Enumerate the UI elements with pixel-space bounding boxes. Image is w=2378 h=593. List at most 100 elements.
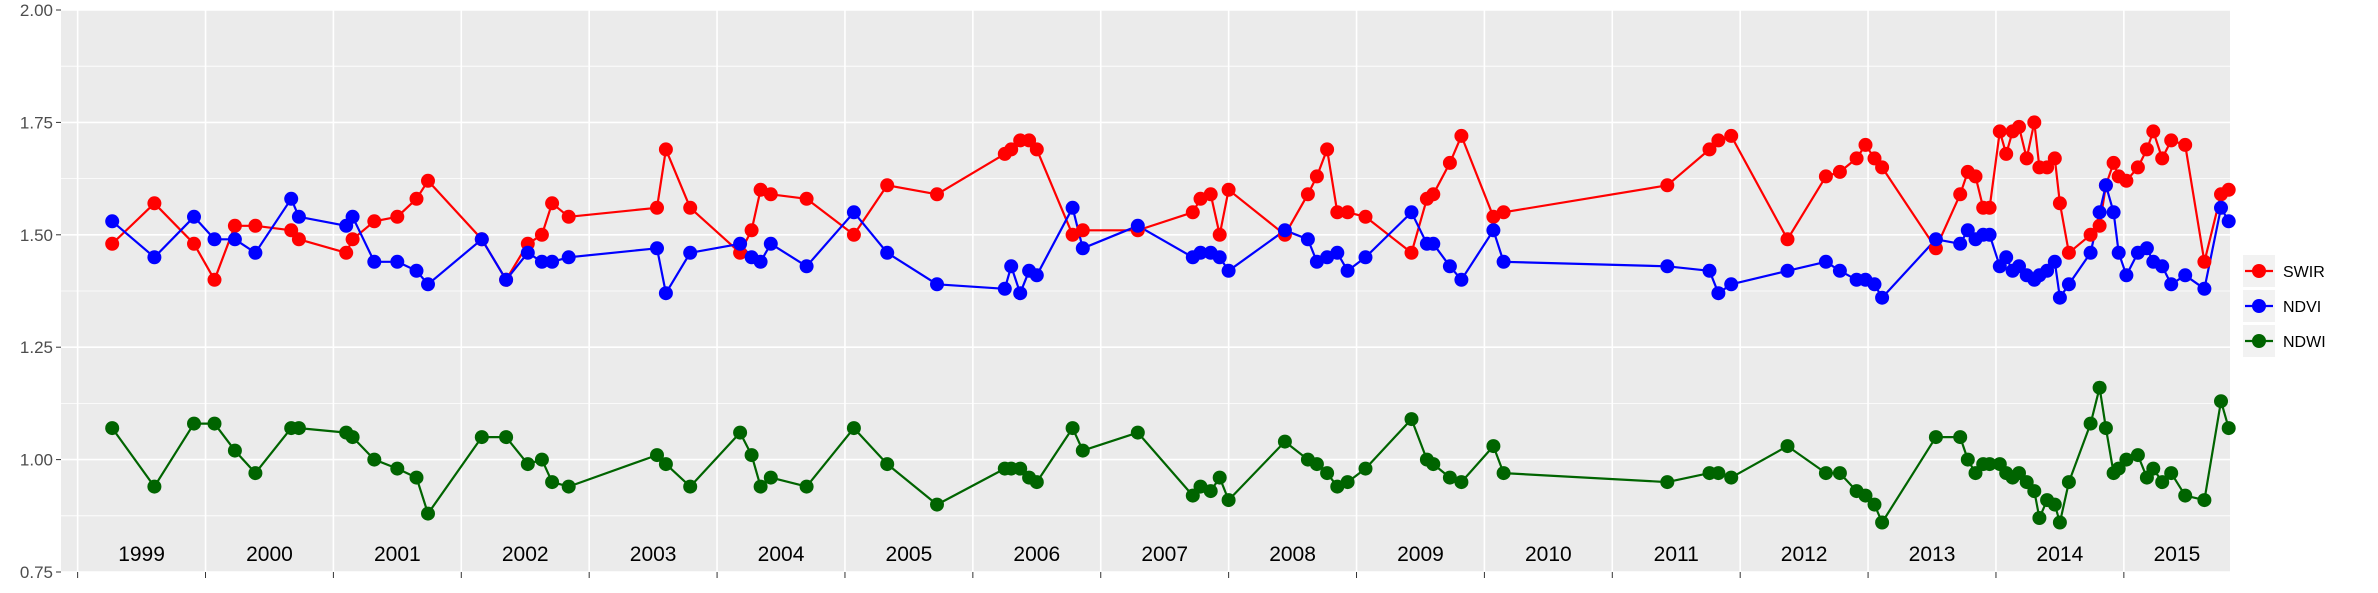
data-point-swir xyxy=(1832,164,1847,179)
data-point-swir xyxy=(1780,232,1795,247)
data-point-ndvi xyxy=(147,250,162,265)
data-point-swir xyxy=(2092,218,2107,233)
y-axis: 0.75 1.00 1.25 1.50 1.75 2.00 xyxy=(20,1,61,582)
year-label: 1999 xyxy=(118,543,165,566)
legend-label: SWIR xyxy=(2283,264,2325,281)
data-point-ndwi xyxy=(2155,475,2170,490)
data-point-ndwi xyxy=(1660,475,1675,490)
data-point-swir xyxy=(1004,142,1019,157)
data-point-ndwi xyxy=(2052,515,2067,530)
data-point-ndvi xyxy=(2139,241,2154,256)
data-point-ndvi xyxy=(1130,218,1145,233)
data-point-ndvi xyxy=(2197,281,2212,296)
data-point-swir xyxy=(744,223,759,238)
data-point-swir xyxy=(2083,227,2098,242)
data-point-ndwi xyxy=(1075,443,1090,458)
data-point-swir xyxy=(421,173,435,188)
legend-key-point xyxy=(2252,264,2266,278)
x-axis xyxy=(77,572,2125,578)
data-point-swir xyxy=(1999,146,2014,161)
data-point-ndwi xyxy=(2047,497,2062,512)
data-point-ndvi xyxy=(2164,277,2179,292)
data-point-ndvi xyxy=(284,191,299,206)
data-point-ndvi xyxy=(2111,245,2126,260)
data-point-ndwi xyxy=(1867,497,1882,512)
data-point-ndwi xyxy=(1212,470,1227,485)
data-point-swir xyxy=(147,196,162,211)
data-point-ndwi xyxy=(1203,484,1218,499)
data-point-ndwi xyxy=(1320,466,1335,481)
data-point-ndwi xyxy=(291,421,306,436)
data-point-ndvi xyxy=(2119,268,2134,283)
data-point-ndwi xyxy=(2130,448,2145,463)
data-point-ndwi xyxy=(2221,421,2236,436)
year-label: 2003 xyxy=(630,543,677,566)
data-point-ndwi xyxy=(545,475,560,490)
data-point-swir xyxy=(1858,137,1873,152)
data-point-ndvi xyxy=(2098,178,2113,193)
data-point-ndwi xyxy=(683,479,698,494)
data-point-ndvi xyxy=(2106,205,2121,220)
data-point-ndvi xyxy=(1193,245,1208,260)
data-point-ndwi xyxy=(1426,457,1441,472)
data-point-swir xyxy=(2178,137,2193,152)
data-point-ndwi xyxy=(474,430,489,445)
data-point-ndvi xyxy=(1221,263,1236,278)
data-point-swir xyxy=(1442,155,1457,170)
data-point-ndvi xyxy=(1029,268,1044,283)
data-point-swir xyxy=(1849,151,1864,166)
year-label: 2008 xyxy=(1269,543,1316,566)
data-point-ndvi xyxy=(763,236,778,251)
data-point-ndvi xyxy=(409,263,424,278)
data-point-swir xyxy=(1340,205,1355,220)
data-point-ndwi xyxy=(2061,475,2076,490)
data-point-ndvi xyxy=(1780,263,1795,278)
legend-label: NDWI xyxy=(2283,334,2326,351)
data-point-swir xyxy=(1185,205,1200,220)
data-point-ndvi xyxy=(753,254,768,269)
data-point-ndvi xyxy=(421,277,435,292)
data-point-ndwi xyxy=(1818,466,1833,481)
data-point-ndwi xyxy=(1277,434,1292,449)
data-point-ndvi xyxy=(846,205,861,220)
data-point-swir xyxy=(1075,223,1090,238)
data-point-ndwi xyxy=(880,457,895,472)
data-point-swir xyxy=(409,191,424,206)
data-point-swir xyxy=(105,236,120,251)
data-point-ndwi xyxy=(1454,475,1469,490)
data-point-swir xyxy=(1953,187,1968,202)
data-point-ndwi xyxy=(1221,493,1236,508)
data-point-ndvi xyxy=(499,272,514,287)
data-point-ndvi xyxy=(1013,286,1028,301)
data-point-ndwi xyxy=(248,466,263,481)
data-point-ndvi xyxy=(187,209,201,224)
data-point-ndwi xyxy=(105,421,120,436)
data-point-ndwi xyxy=(227,443,242,458)
data-point-ndwi xyxy=(390,461,405,476)
data-point-ndvi xyxy=(799,259,814,274)
data-point-ndwi xyxy=(1875,515,1890,530)
data-point-swir xyxy=(390,209,405,224)
data-point-ndwi xyxy=(1496,466,1511,481)
data-point-ndwi xyxy=(1982,457,1997,472)
legend-item-swir: SWIR xyxy=(2243,255,2325,287)
data-point-swir xyxy=(2146,124,2161,139)
year-labels: 1999 2000 2001 2002 2003 2004 2005 2006 2007 2008… xyxy=(118,543,2200,566)
data-point-ndvi xyxy=(2052,290,2067,305)
data-point-ndvi xyxy=(105,214,120,229)
data-point-ndvi xyxy=(2092,205,2107,220)
data-point-ndwi xyxy=(2146,461,2161,476)
y-tick-label: 1.25 xyxy=(20,338,53,357)
data-point-swir xyxy=(291,232,306,247)
year-label: 2013 xyxy=(1909,543,1956,566)
data-point-swir xyxy=(1992,124,2007,139)
data-point-ndvi xyxy=(367,254,382,269)
data-point-ndvi xyxy=(561,250,576,265)
data-point-ndwi xyxy=(1442,470,1457,485)
legend-key-point xyxy=(2252,334,2266,348)
data-point-ndvi xyxy=(1330,245,1345,260)
year-label: 2009 xyxy=(1397,543,1444,566)
data-point-ndvi xyxy=(1818,254,1833,269)
data-point-ndwi xyxy=(2027,484,2042,499)
